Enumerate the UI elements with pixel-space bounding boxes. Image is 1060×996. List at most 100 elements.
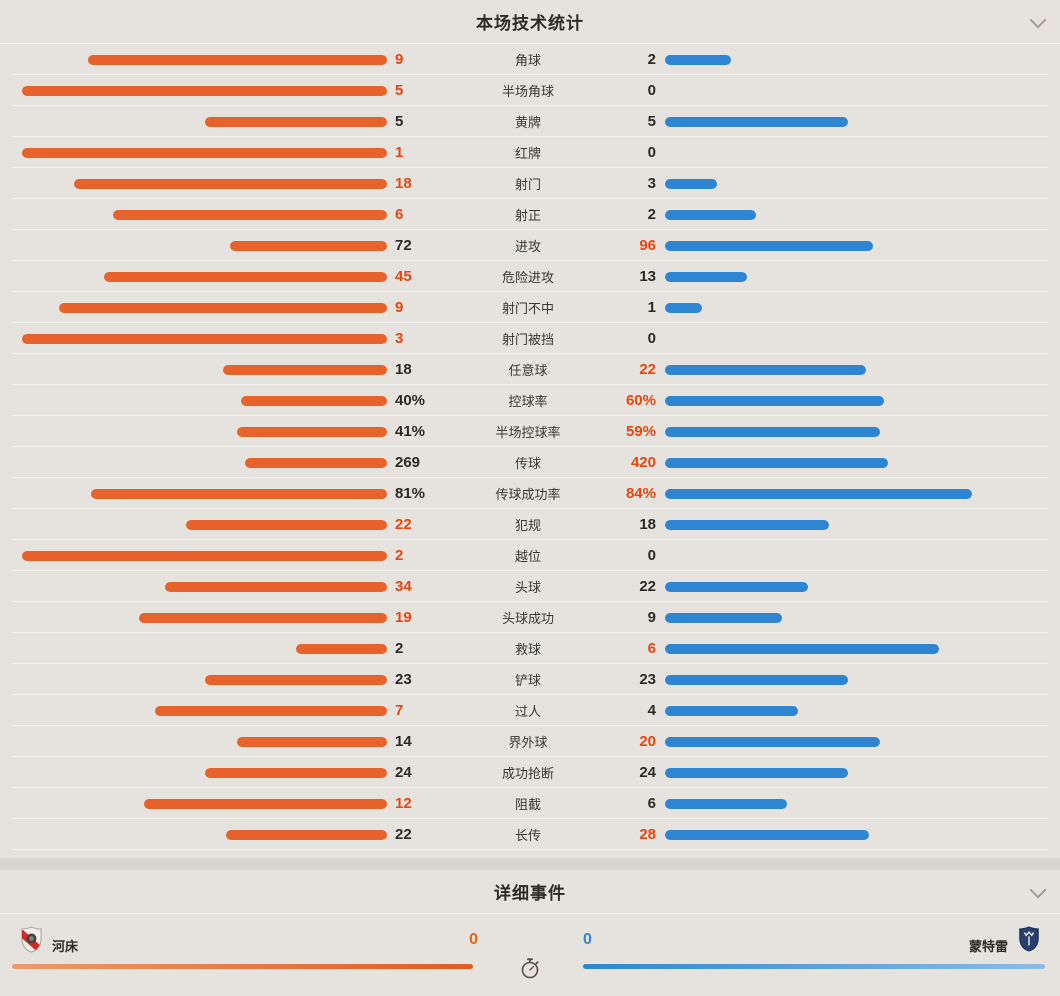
away-value: 20	[639, 733, 656, 750]
home-value: 14	[395, 733, 412, 750]
stat-row: 14 界外球 20	[0, 726, 1060, 757]
stat-label: 射门被挡	[501, 332, 554, 347]
away-value: 3	[647, 175, 656, 192]
stat-label: 红牌	[514, 146, 541, 161]
home-bar	[226, 829, 387, 840]
stat-label: 角球	[514, 53, 541, 68]
stat-row: 22 犯规 18	[0, 509, 1060, 540]
away-value: 4	[647, 702, 656, 719]
home-bar	[22, 147, 387, 158]
stat-row: 2 越位 0	[0, 540, 1060, 571]
home-value: 6	[395, 206, 404, 223]
away-bar-track	[665, 209, 1030, 220]
stat-label: 半场角球	[501, 84, 554, 99]
home-bar	[22, 333, 387, 344]
chevron-down-icon[interactable]	[1029, 11, 1047, 28]
home-bar	[91, 488, 387, 499]
away-value: 420	[630, 454, 656, 471]
home-bar-track	[22, 550, 387, 561]
stat-label: 阻截	[514, 797, 541, 812]
home-value: 40%	[395, 392, 426, 409]
home-value: 5	[395, 82, 404, 99]
home-team-crest-icon	[20, 926, 43, 958]
stat-row: 22 长传 28	[0, 819, 1060, 850]
stats-section-header[interactable]: 本场技术统计	[0, 0, 1060, 44]
away-bar-track	[665, 457, 1030, 468]
stat-label: 传球成功率	[495, 487, 561, 502]
stat-row: 5 半场角球 0	[0, 75, 1060, 106]
home-value: 9	[395, 51, 404, 68]
home-bar	[103, 271, 387, 282]
home-bar	[204, 116, 387, 127]
stat-label: 成功抢断	[501, 766, 554, 781]
away-bar	[665, 643, 939, 654]
stat-label: 传球	[514, 456, 541, 471]
home-value: 41%	[395, 423, 426, 440]
stat-label: 任意球	[508, 363, 548, 378]
home-bar-track	[22, 643, 387, 654]
home-value: 19	[395, 609, 412, 626]
card-gap	[0, 858, 1060, 870]
away-bar	[665, 705, 798, 716]
home-bar	[22, 85, 387, 96]
away-bar-track	[665, 488, 1030, 499]
home-bar	[204, 674, 387, 685]
stat-row: 5 黄牌 5	[0, 106, 1060, 137]
home-events-bar	[12, 964, 473, 969]
home-bar-track	[22, 54, 387, 65]
home-value: 2	[395, 640, 404, 657]
home-value: 2	[395, 547, 404, 564]
home-value: 3	[395, 330, 404, 347]
home-bar-track	[22, 333, 387, 344]
away-value: 13	[639, 268, 656, 285]
stat-label: 射正	[514, 208, 541, 223]
away-bar	[665, 426, 881, 437]
home-bar-track	[22, 674, 387, 685]
stat-label: 越位	[514, 549, 541, 564]
home-bar	[237, 426, 387, 437]
home-value: 22	[395, 826, 412, 843]
stat-row: 81% 传球成功率 84%	[0, 478, 1060, 509]
away-bar-track	[665, 581, 1030, 592]
home-bar-track	[22, 271, 387, 282]
home-value: 24	[395, 764, 412, 781]
stat-row: 1 红牌 0	[0, 137, 1060, 168]
stat-label: 犯规	[514, 518, 541, 533]
stat-row: 7 过人 4	[0, 695, 1060, 726]
stat-row: 72 进攻 96	[0, 230, 1060, 261]
away-bar-track	[665, 643, 1030, 654]
home-value: 5	[395, 113, 404, 130]
chevron-down-icon[interactable]	[1029, 881, 1047, 898]
home-bar	[154, 705, 387, 716]
away-value: 96	[639, 237, 656, 254]
home-bar-track	[22, 240, 387, 251]
away-bar-track	[665, 612, 1030, 623]
stat-label: 进攻	[514, 239, 541, 254]
home-bar-track	[22, 581, 387, 592]
home-value: 12	[395, 795, 412, 812]
away-bar-track	[665, 798, 1030, 809]
home-team-name: 河床	[52, 939, 79, 954]
home-bar	[295, 643, 387, 654]
away-value: 84%	[625, 485, 656, 502]
events-section-header[interactable]: 详细事件	[0, 870, 1060, 914]
away-value: 0	[647, 547, 656, 564]
away-bar-track	[665, 54, 1030, 65]
home-value: 45	[395, 268, 412, 285]
home-value: 34	[395, 578, 412, 595]
home-bar	[222, 364, 387, 375]
home-bar-track	[22, 488, 387, 499]
away-team-crest-icon	[1018, 926, 1040, 957]
away-bar	[665, 488, 972, 499]
away-value: 1	[647, 299, 656, 316]
away-bar	[665, 581, 809, 592]
home-bar-track	[22, 395, 387, 406]
stat-label: 射门不中	[501, 301, 554, 316]
home-bar-track	[22, 767, 387, 778]
home-bar-track	[22, 519, 387, 530]
away-value: 23	[639, 671, 656, 688]
home-bar	[186, 519, 387, 530]
home-bar-track	[22, 457, 387, 468]
stat-row: 9 射门不中 1	[0, 292, 1060, 323]
away-bar-track	[665, 519, 1030, 530]
